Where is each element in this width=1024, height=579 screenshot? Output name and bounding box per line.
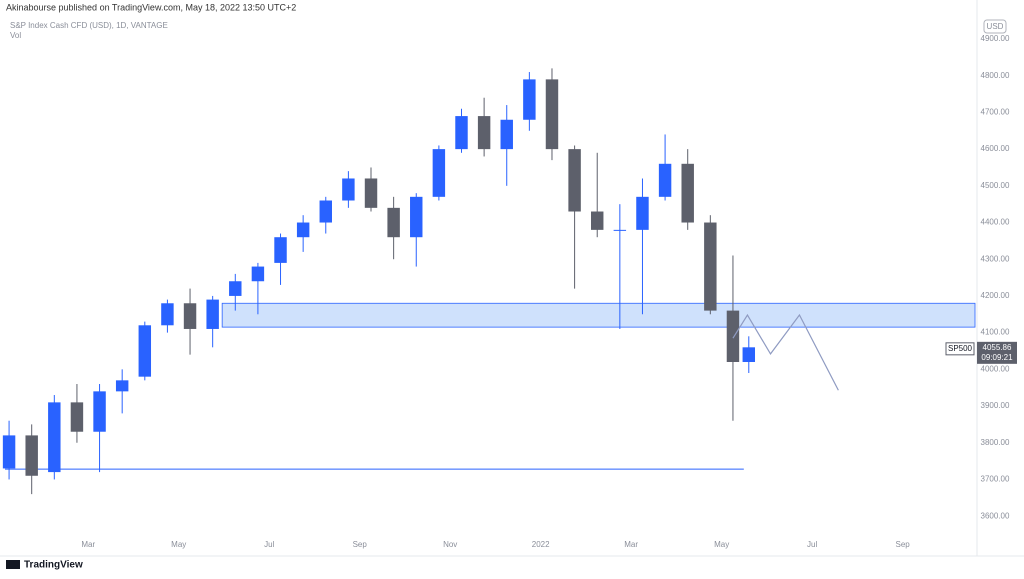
brand: TradingView: [24, 560, 83, 571]
candle-body: [726, 310, 740, 362]
chart-title: S&P Index Cash CFD (USD), 1D, VANTAGE: [10, 21, 168, 30]
x-tick-label: Sep: [353, 540, 368, 549]
candle-body: [455, 116, 468, 150]
x-tick-label: Nov: [443, 540, 457, 549]
candle-body: [387, 207, 400, 238]
y-tick-label: 4800.00: [981, 71, 1010, 80]
candle-body: [296, 222, 310, 238]
y-tick-label: 4500.00: [981, 181, 1010, 190]
price-label: 4055.86: [983, 343, 1012, 352]
candle-body: [48, 402, 61, 473]
candle-body: [161, 303, 174, 326]
publisher: Akinabourse published on TradingView.com…: [6, 2, 296, 12]
x-tick-label: 2022: [532, 540, 550, 549]
zone: [221, 302, 976, 328]
candle-body: [183, 303, 197, 329]
candle-body: [636, 196, 649, 230]
candle-body: [2, 435, 16, 469]
candle-body: [319, 200, 332, 223]
candle-body: [93, 391, 106, 432]
y-tick-label: 4700.00: [981, 108, 1010, 117]
candle-body: [410, 196, 423, 238]
candle-body: [251, 266, 265, 282]
x-tick-label: May: [171, 540, 186, 549]
y-tick-label: 4200.00: [981, 291, 1010, 300]
y-tick-label: 3900.00: [981, 401, 1010, 410]
projection-line: [732, 313, 839, 391]
candle-body: [523, 79, 536, 120]
y-tick-label: 4000.00: [981, 364, 1010, 373]
candle-body: [568, 149, 581, 212]
countdown: 09:09:21: [981, 353, 1013, 362]
candle-body: [25, 435, 38, 476]
y-tick-label: 4600.00: [981, 144, 1010, 153]
candle-body: [115, 380, 129, 392]
currency-box: [983, 19, 1007, 34]
candle-body: [70, 402, 84, 432]
y-tick-label: 4100.00: [981, 328, 1010, 337]
symbol-label: SP500: [948, 344, 973, 353]
y-tick-label: 3700.00: [981, 475, 1010, 484]
candle-body: [138, 325, 152, 377]
y-tick-label: 3600.00: [981, 511, 1010, 520]
volume-label: Vol: [10, 31, 21, 40]
y-tick-label: 4900.00: [981, 34, 1010, 43]
x-tick-label: May: [714, 540, 729, 549]
x-tick-label: Mar: [81, 540, 95, 549]
candle-body: [704, 222, 717, 311]
candle-body: [229, 281, 242, 296]
candle-body: [274, 237, 287, 263]
candle-body: [742, 347, 756, 362]
y-tick-label: 4400.00: [981, 218, 1010, 227]
symbol-tag: [945, 342, 975, 356]
candle-body: [432, 149, 446, 197]
candle-body: [500, 119, 513, 150]
candle-body: [681, 163, 694, 223]
currency: USD: [987, 22, 1004, 31]
x-tick-label: Sep: [895, 540, 910, 549]
candle-body: [364, 178, 378, 208]
candle-body: [613, 229, 627, 231]
candle-body: [206, 299, 219, 329]
candle-body: [477, 116, 491, 150]
brand-logo: [6, 560, 20, 569]
candle-body: [591, 211, 604, 230]
x-tick-label: Jul: [264, 540, 274, 549]
y-tick-label: 4300.00: [981, 254, 1010, 263]
candle-body: [342, 178, 355, 201]
candle-body: [658, 163, 672, 197]
candle-body: [545, 79, 559, 150]
x-tick-label: Mar: [624, 540, 638, 549]
x-tick-label: Jul: [807, 540, 817, 549]
y-tick-label: 3800.00: [981, 438, 1010, 447]
price-tag: [977, 341, 1017, 364]
